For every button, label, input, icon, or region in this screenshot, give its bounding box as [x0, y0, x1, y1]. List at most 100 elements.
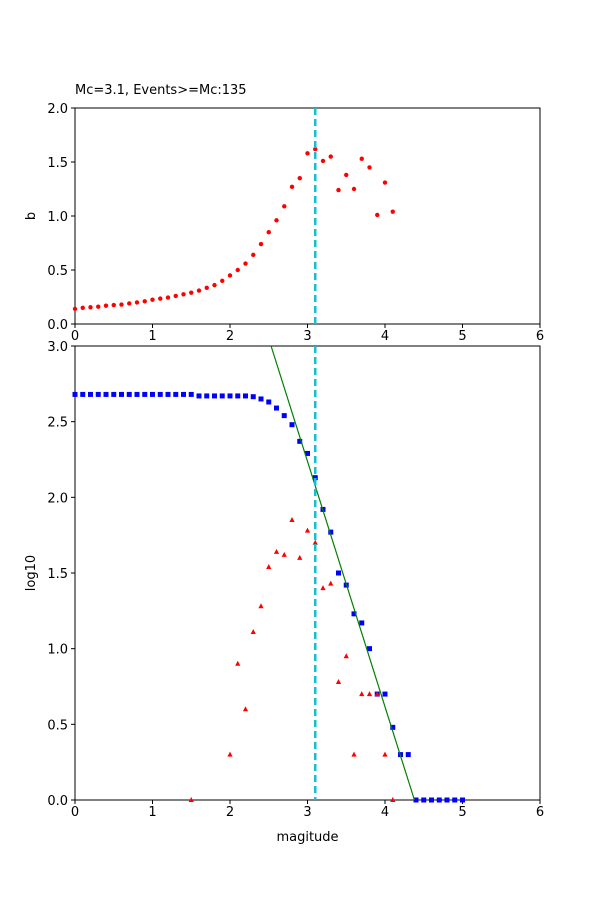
y-tick-label: 1.5	[47, 567, 68, 582]
point	[297, 438, 303, 444]
point	[436, 797, 442, 803]
point	[188, 797, 194, 802]
point	[243, 261, 248, 266]
point	[204, 393, 210, 399]
y-tick-label: 2.0	[47, 491, 68, 506]
point	[111, 302, 116, 308]
point	[266, 399, 272, 405]
point	[266, 563, 272, 569]
y-tick-label: 1.0	[47, 643, 68, 658]
point	[204, 285, 209, 291]
x-tick-label: 5	[458, 329, 466, 344]
point	[374, 691, 380, 697]
fit-line	[270, 345, 416, 801]
point	[351, 186, 357, 192]
x-tick-label: 2	[226, 805, 234, 820]
point	[173, 391, 179, 397]
y-axis-label: b	[24, 212, 39, 220]
point	[328, 529, 334, 535]
point	[366, 691, 373, 697]
point	[312, 475, 318, 481]
point	[266, 230, 271, 235]
point	[421, 797, 427, 803]
x-tick-label: 3	[303, 805, 311, 820]
x-tick-label: 4	[381, 329, 389, 344]
point	[390, 209, 395, 214]
x-axis-label: magitude	[276, 830, 338, 845]
point	[413, 797, 419, 803]
y-tick-label: 3.0	[47, 340, 68, 355]
point	[220, 278, 225, 283]
point	[320, 158, 326, 164]
point	[88, 391, 93, 397]
point	[96, 304, 101, 309]
point	[367, 165, 372, 170]
point	[390, 797, 396, 802]
y-axis-label: log10	[24, 555, 39, 591]
point	[111, 391, 117, 397]
x-tick-label: 5	[458, 805, 466, 820]
y-tick-label: 0.0	[47, 318, 68, 333]
point	[173, 293, 178, 299]
point	[273, 548, 280, 554]
point	[258, 603, 264, 609]
y-tick-label: 2.0	[47, 102, 68, 117]
point	[281, 551, 287, 557]
y-tick-label: 2.5	[47, 416, 68, 431]
point	[359, 691, 365, 697]
point	[150, 297, 155, 302]
point	[382, 751, 388, 757]
point	[212, 393, 217, 399]
point	[188, 391, 194, 397]
point	[335, 678, 342, 684]
point	[452, 797, 458, 803]
point	[343, 653, 349, 659]
point	[80, 391, 86, 397]
point	[444, 797, 450, 803]
point	[227, 273, 233, 278]
point	[359, 620, 365, 626]
point	[227, 393, 233, 399]
point	[250, 629, 256, 635]
point	[382, 691, 388, 697]
point	[134, 300, 140, 305]
point	[127, 301, 132, 306]
x-tick-label: 6	[536, 329, 544, 344]
point	[181, 292, 186, 297]
point	[320, 585, 326, 591]
point	[165, 295, 171, 300]
point	[196, 393, 202, 399]
x-tick-label: 3	[303, 329, 311, 344]
point	[282, 204, 287, 209]
x-tick-label: 1	[148, 805, 156, 820]
point	[274, 405, 279, 411]
point	[196, 288, 202, 293]
point	[460, 797, 465, 803]
point	[382, 180, 388, 185]
y-tick-label: 1.5	[47, 156, 68, 171]
point	[251, 252, 256, 258]
y-tick-label: 0.5	[47, 718, 68, 733]
plot-area	[74, 345, 541, 801]
point	[88, 305, 93, 310]
point	[150, 391, 155, 397]
point	[142, 299, 147, 304]
point	[359, 156, 364, 161]
point	[289, 422, 295, 428]
point	[165, 391, 171, 397]
point	[189, 290, 194, 295]
point	[289, 517, 295, 523]
point	[212, 282, 217, 288]
x-tick-label: 0	[71, 805, 79, 820]
point	[158, 296, 163, 301]
point	[157, 391, 163, 397]
point	[305, 450, 310, 456]
point	[328, 154, 333, 159]
point	[181, 391, 186, 397]
point	[219, 393, 225, 399]
point	[351, 611, 357, 617]
point	[250, 394, 256, 400]
plot-area	[74, 107, 541, 325]
point	[72, 391, 78, 397]
